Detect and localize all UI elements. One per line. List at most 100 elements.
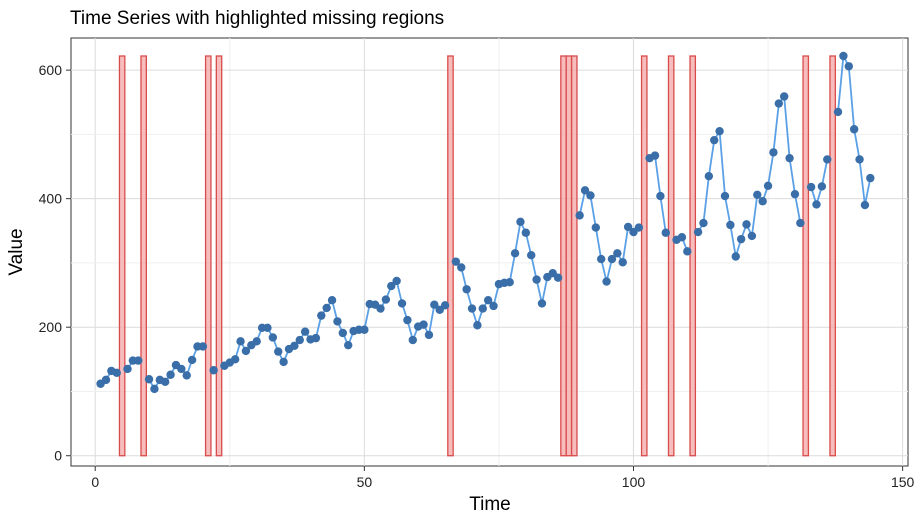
data-point [236,337,245,346]
data-point [274,347,283,356]
data-point [661,228,670,237]
y-tick-label: 0 [54,448,62,464]
missing-region-bar [802,55,810,457]
data-point [731,252,740,261]
data-point [473,321,482,330]
data-point [817,182,827,191]
data-point [699,218,708,228]
missing-region-bar [118,55,126,457]
data-point [596,254,606,264]
data-point [586,191,595,200]
data-point [112,368,121,378]
data-point [860,200,870,210]
data-point [806,182,816,192]
data-point [462,285,471,294]
data-point [726,220,735,230]
data-point [430,300,439,309]
data-point [230,355,240,364]
series-segment [702,176,710,224]
data-point [613,249,622,258]
data-point [317,311,326,320]
data-point [182,371,191,380]
series-segment [858,159,866,206]
series-points [96,51,875,394]
missing-region-bar [215,55,223,457]
data-point [467,304,477,313]
missing-region-bar [667,55,675,457]
series-segment [820,159,829,187]
data-point [252,337,261,346]
data-point [478,304,487,313]
data-point [710,135,719,145]
data-point [505,278,514,287]
data-point [683,247,692,256]
data-point [527,251,536,260]
data-point [300,327,310,336]
missing-region-bar [560,55,567,457]
series-segment [594,227,603,260]
series-segment [751,194,759,237]
data-point [134,356,143,365]
data-point [440,301,450,310]
series-segment [788,158,796,195]
data-point [720,191,730,201]
missing-region-bar [447,55,454,457]
missing-region-bar [689,55,697,457]
data-point [387,281,396,291]
series-segment [654,155,662,197]
data-point [144,375,154,384]
series-segment [428,304,436,336]
data-point [656,191,665,201]
y-tick-label: 400 [39,191,63,207]
data-point [602,277,611,286]
data-point [451,257,461,266]
data-point [295,335,304,345]
y-axis-title: Value [6,228,27,275]
data-point [704,171,714,181]
missing-region-bar [640,55,648,457]
data-point [833,107,843,117]
data-point [338,328,348,338]
series-segment [783,96,791,159]
x-tick-label: 50 [357,474,373,490]
data-point [742,220,751,229]
data-point [198,342,208,351]
data-point [866,173,875,183]
data-point [333,317,342,326]
series-segment [794,193,802,224]
data-point [796,218,805,228]
series-segment [837,55,845,112]
series-segment [659,195,667,233]
series-segment [724,195,732,226]
data-point [516,217,525,226]
data-point [489,301,498,311]
series-segment [363,303,371,330]
y-tick-label: 200 [39,319,63,335]
data-point [785,153,794,163]
data-point [290,341,299,351]
data-point [537,299,547,308]
missing-region-bar [140,55,148,457]
data-point [812,200,821,209]
data-point [855,155,864,164]
x-tick-label: 100 [622,474,646,490]
series-segment [772,103,780,153]
data-point [483,295,493,305]
data-point [101,375,111,385]
data-point [521,228,531,237]
x-axis-title: Time [469,494,511,515]
data-point [279,357,288,367]
data-point [634,223,644,232]
chart-title: Time Series with highlighted missing reg… [70,8,444,29]
data-point [424,330,434,340]
data-point [607,254,617,264]
data-point [150,384,159,394]
data-point [823,155,832,164]
data-point [392,276,401,286]
data-point [790,189,800,199]
data-point [849,125,859,134]
missing-region-bar [570,55,578,457]
data-point [510,249,520,258]
missing-region-bar [204,55,212,457]
